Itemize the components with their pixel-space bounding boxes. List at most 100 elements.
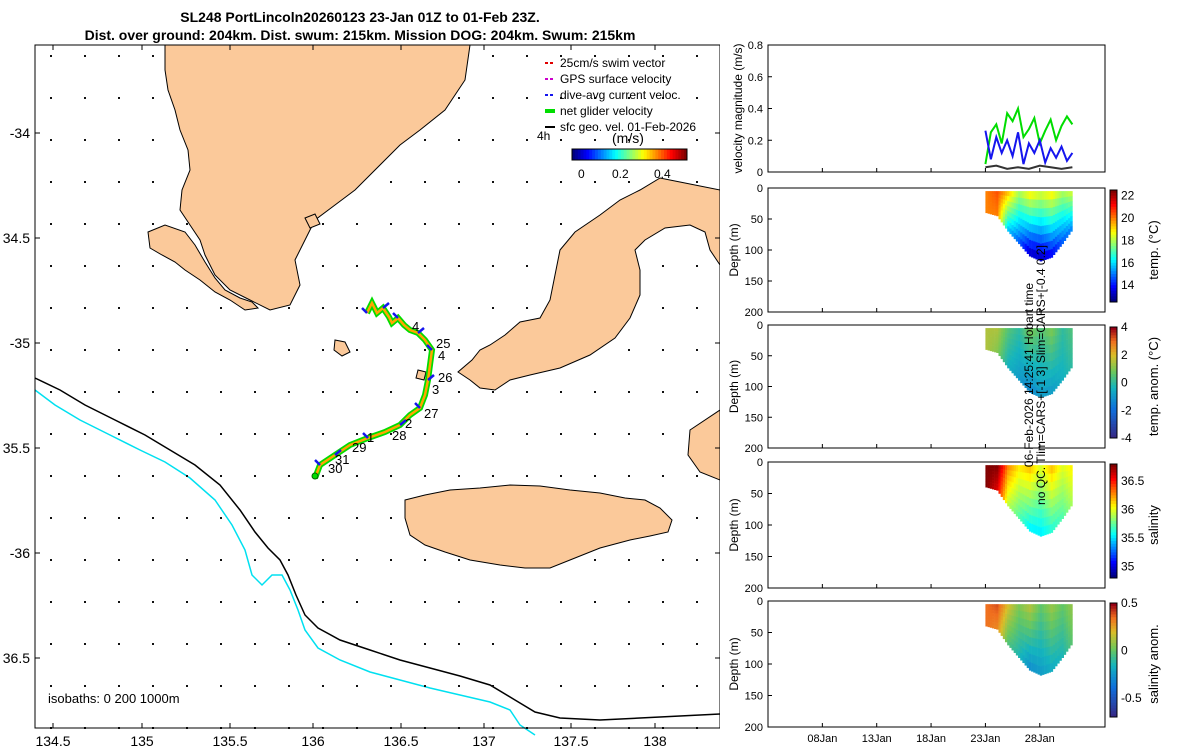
section-colorbar-cell — [1110, 357, 1117, 361]
section-cell — [996, 613, 999, 618]
section-cell — [1028, 481, 1032, 491]
section-colorbar-cell — [1110, 413, 1117, 417]
section-cell — [1068, 609, 1071, 616]
velocity-dot — [84, 139, 86, 141]
velocity-dot — [50, 139, 52, 141]
section-cell — [1022, 342, 1025, 350]
section-cell — [987, 330, 991, 334]
section-cell — [1007, 358, 1010, 364]
velocity-dot — [152, 349, 154, 351]
velocity-dot — [118, 559, 120, 561]
section-cell — [1041, 243, 1045, 253]
section-cell — [1061, 630, 1064, 638]
section-y-tick-label: 150 — [745, 276, 763, 288]
section-colorbar-cell — [1110, 363, 1117, 367]
section-cell — [1063, 234, 1067, 241]
map-x-tick-label: 135 — [130, 733, 154, 749]
velocity-dot — [424, 601, 426, 603]
section-cell — [1065, 196, 1069, 204]
dive-avg-vector — [414, 402, 421, 409]
section-cell — [998, 489, 1001, 494]
section-cell — [1013, 489, 1017, 496]
section-cell — [1054, 465, 1058, 474]
section-cell — [1009, 354, 1012, 361]
section-cell — [1026, 343, 1030, 352]
section-cell — [987, 207, 991, 211]
velocity-dot — [356, 433, 358, 435]
section-cell — [1031, 336, 1034, 345]
velocity-dot — [424, 433, 426, 435]
section-cell — [987, 196, 991, 200]
section-cell — [991, 191, 995, 195]
section-cell — [1048, 241, 1051, 251]
speed-colorbar-cell — [652, 149, 656, 160]
velocity-dot — [492, 265, 494, 267]
section-colorbar-cell — [1110, 679, 1117, 684]
section-cell — [1009, 191, 1012, 197]
section-cell — [1028, 514, 1032, 524]
section-cell — [1039, 191, 1043, 201]
section-colorbar-tick-label: 14 — [1121, 278, 1135, 292]
section-cell — [987, 618, 991, 622]
velocity-dot — [50, 559, 52, 561]
section-cell — [1020, 604, 1023, 612]
section-cell — [1022, 241, 1025, 250]
section-cell — [996, 191, 999, 195]
speed-colorbar-cell — [655, 149, 659, 160]
section-colorbar-tick-label: 0 — [1121, 376, 1128, 390]
section-cell — [996, 194, 999, 198]
speed-colorbar-cell — [629, 149, 633, 160]
section-colorbar-cell — [1110, 549, 1117, 553]
section-cell — [1022, 494, 1025, 503]
section-cell — [1033, 249, 1036, 259]
section-cell — [1020, 239, 1023, 247]
speed-colorbar-cell — [589, 149, 593, 160]
velocity-dot — [628, 643, 630, 645]
section-cell — [1015, 623, 1019, 630]
section-cell — [1033, 207, 1036, 217]
section-cell — [1039, 648, 1043, 658]
section-cell — [996, 209, 999, 214]
section-cell — [1011, 476, 1014, 483]
dive-avg-current-vectors — [314, 302, 435, 466]
section-cell — [1024, 480, 1028, 489]
section-cell — [998, 472, 1001, 477]
section-cell — [1046, 516, 1049, 526]
section-cell — [1035, 630, 1038, 640]
section-cell — [985, 336, 988, 340]
velocity-dot — [288, 643, 290, 645]
section-cell — [1031, 224, 1034, 233]
velocity-dot — [118, 181, 120, 183]
section-cell — [985, 465, 988, 469]
section-colorbar-label: temp. (°C) — [1146, 220, 1161, 279]
section-cell — [1007, 333, 1010, 339]
section-colorbar-cell — [1110, 501, 1117, 505]
section-cell — [998, 625, 1001, 630]
velocity-dot — [696, 181, 698, 183]
section-cell — [1024, 206, 1028, 214]
section-cell — [991, 342, 995, 346]
section-cell — [1011, 627, 1014, 634]
velocity-dot — [84, 433, 86, 435]
section-cell — [985, 196, 988, 200]
section-cell — [994, 200, 997, 204]
section-cell — [1057, 227, 1060, 236]
section-cell — [1057, 604, 1060, 612]
section-cell — [1048, 629, 1051, 639]
section-cell — [996, 331, 999, 335]
glider-track-path — [313, 300, 434, 479]
section-colorbar-cell — [1110, 201, 1117, 205]
section-cell — [1013, 333, 1017, 341]
section-cell — [1002, 349, 1006, 354]
velocity-dot — [186, 559, 188, 561]
section-cell — [1004, 337, 1008, 343]
section-cell — [1037, 509, 1041, 519]
section-cell — [1031, 344, 1034, 353]
section-colorbar-label: salinity anom. — [1146, 624, 1161, 703]
velocity-dot — [118, 643, 120, 645]
velocity-dot — [288, 685, 290, 687]
section-cell — [1007, 221, 1010, 227]
section-cell — [1046, 604, 1049, 614]
section-cell — [985, 481, 988, 485]
velocity-dot — [186, 391, 188, 393]
